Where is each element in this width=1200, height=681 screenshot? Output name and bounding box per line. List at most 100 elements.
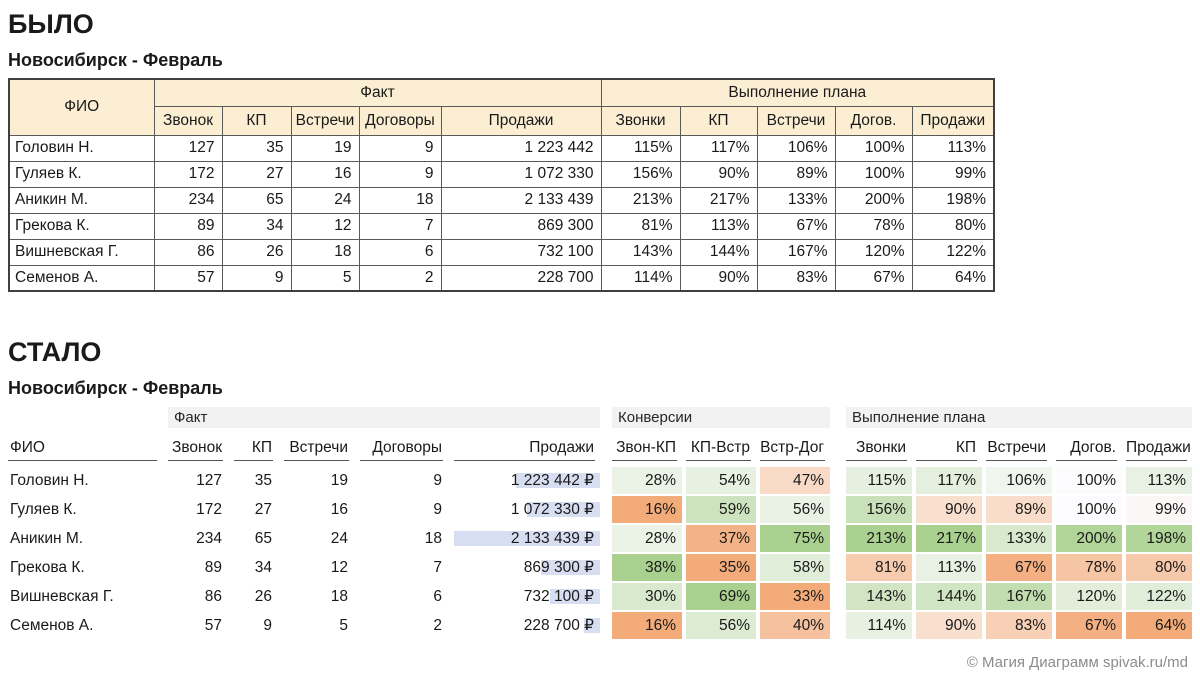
fact-cell: 9	[358, 160, 442, 188]
fact-cell: 7	[433, 558, 442, 576]
plan-cell: 144%	[916, 583, 982, 610]
conv-cell: 33%	[760, 583, 830, 610]
plan-cell: 200%	[1056, 525, 1122, 552]
sales-cell: 1 072 330	[440, 160, 602, 188]
fact-cell: 26	[221, 238, 292, 266]
plan-cell: 64%	[911, 264, 995, 292]
sales-cell: 2 133 439	[440, 186, 602, 214]
plan-cell: 100%	[834, 134, 913, 162]
column-header: КП-Встр	[686, 435, 756, 461]
fact-cell: 89	[153, 212, 223, 240]
fact-cell: 89	[204, 558, 222, 576]
column-header: Договоры	[360, 435, 448, 461]
column-header: Встр-Дог	[760, 435, 830, 461]
sales-data-bar	[526, 502, 600, 517]
fact-cell: 7	[358, 212, 442, 240]
fact-cell: 12	[290, 212, 360, 240]
sales-data-bar	[454, 531, 600, 546]
sales-cell: 869 300	[440, 212, 602, 240]
fact-cell: 127	[153, 134, 223, 162]
plan-cell: 113%	[1126, 467, 1192, 494]
group-header: Факт	[153, 78, 602, 107]
conv-cell: 16%	[612, 496, 682, 523]
fact-cell: 2	[433, 616, 442, 634]
sales-cell: 228 700	[440, 264, 602, 292]
fio-cell: Грекова К.	[10, 558, 85, 576]
plan-cell: 67%	[1056, 612, 1122, 639]
conv-cell: 30%	[612, 583, 682, 610]
plan-cell: 67%	[986, 554, 1052, 581]
fact-cell: 18	[358, 186, 442, 214]
fact-cell: 27	[254, 500, 272, 518]
plan-cell: 115%	[600, 134, 681, 162]
plan-cell: 213%	[846, 525, 912, 552]
fact-cell: 86	[153, 238, 223, 266]
column-header: Продажи	[440, 105, 602, 136]
sales-cell: 2 133 439 ₽	[454, 529, 600, 548]
table-row: Грекова К. 89 34 12 7 869 300 ₽ 38% 35% 58% 81% 11…	[8, 553, 1200, 582]
plan-cell: 106%	[986, 467, 1052, 494]
fio-cell: Вишневская Г.	[8, 238, 155, 266]
fact-cell: 127	[196, 471, 222, 489]
plan-cell: 90%	[916, 612, 982, 639]
fact-cell: 172	[196, 500, 222, 518]
plan-cell: 117%	[679, 134, 758, 162]
plan-cell: 122%	[1126, 583, 1192, 610]
fact-cell: 234	[196, 529, 222, 547]
column-header: Звонок	[153, 105, 223, 136]
plan-cell: 213%	[600, 186, 681, 214]
fact-cell: 19	[330, 471, 348, 489]
sales-cell: 1 223 442 ₽	[454, 471, 600, 490]
plan-cell: 156%	[846, 496, 912, 523]
sales-cell: 732 100	[440, 238, 602, 266]
column-header: КП	[679, 105, 758, 136]
plan-cell: 115%	[846, 467, 912, 494]
fio-cell: Аникин М.	[8, 186, 155, 214]
after-subtitle: Новосибирск - Февраль	[8, 378, 223, 398]
fact-cell: 34	[221, 212, 292, 240]
plan-cell: 217%	[679, 186, 758, 214]
sales-cell: 869 300 ₽	[454, 558, 600, 577]
plan-cell: 144%	[679, 238, 758, 266]
fact-cell: 6	[358, 238, 442, 266]
fact-cell: 9	[263, 616, 272, 634]
fact-cell: 6	[433, 587, 442, 605]
plan-cell: 100%	[1056, 496, 1122, 523]
after-section-title: СТАЛО	[8, 337, 102, 367]
plan-cell: 133%	[986, 525, 1052, 552]
table-row: Семенов А. 57 9 5 2 228 700 ₽ 16% 56% 40% 114% 90%…	[8, 611, 1200, 640]
plan-cell: 113%	[911, 134, 995, 162]
fact-cell: 57	[204, 616, 222, 634]
plan-cell: 167%	[756, 238, 836, 266]
fio-cell: Аникин М.	[10, 529, 84, 547]
fact-cell: 65	[254, 529, 272, 547]
fact-cell: 5	[339, 616, 348, 634]
plan-cell: 120%	[834, 238, 913, 266]
conv-cell: 35%	[686, 554, 756, 581]
group-band: Факт	[168, 407, 600, 428]
conv-cell: 38%	[612, 554, 682, 581]
after-table: Факт Конверсии Выполнение плана ФИО Звонок КП…	[8, 407, 1200, 640]
fio-cell: Семенов А.	[8, 264, 155, 292]
conv-cell: 40%	[760, 612, 830, 639]
column-header: Догов.	[1056, 435, 1122, 461]
credit-text: © Магия Диаграмм spivak.ru/md	[966, 654, 1188, 671]
fio-cell: Головин Н.	[8, 134, 155, 162]
plan-cell: 80%	[1126, 554, 1192, 581]
plan-cell: 99%	[911, 160, 995, 188]
fact-cell: 18	[290, 238, 360, 266]
plan-cell: 89%	[756, 160, 836, 188]
fact-cell: 24	[290, 186, 360, 214]
sales-cell: 1 072 330 ₽	[454, 500, 600, 519]
fact-cell: 26	[254, 587, 272, 605]
header-row: ФИО Звонок КП Встречи Договоры Продажи Звон-КП…	[8, 435, 1200, 461]
fact-cell: 9	[433, 471, 442, 489]
after-section: СТАЛО Новосибирск - Февраль Факт Конверси…	[8, 336, 1200, 640]
plan-cell: 89%	[986, 496, 1052, 523]
column-header: Встречи	[284, 435, 354, 461]
conv-cell: 56%	[686, 612, 756, 639]
plan-cell: 81%	[600, 212, 681, 240]
conv-cell: 54%	[686, 467, 756, 494]
fio-cell: Семенов А.	[10, 616, 94, 634]
conv-cell: 37%	[686, 525, 756, 552]
